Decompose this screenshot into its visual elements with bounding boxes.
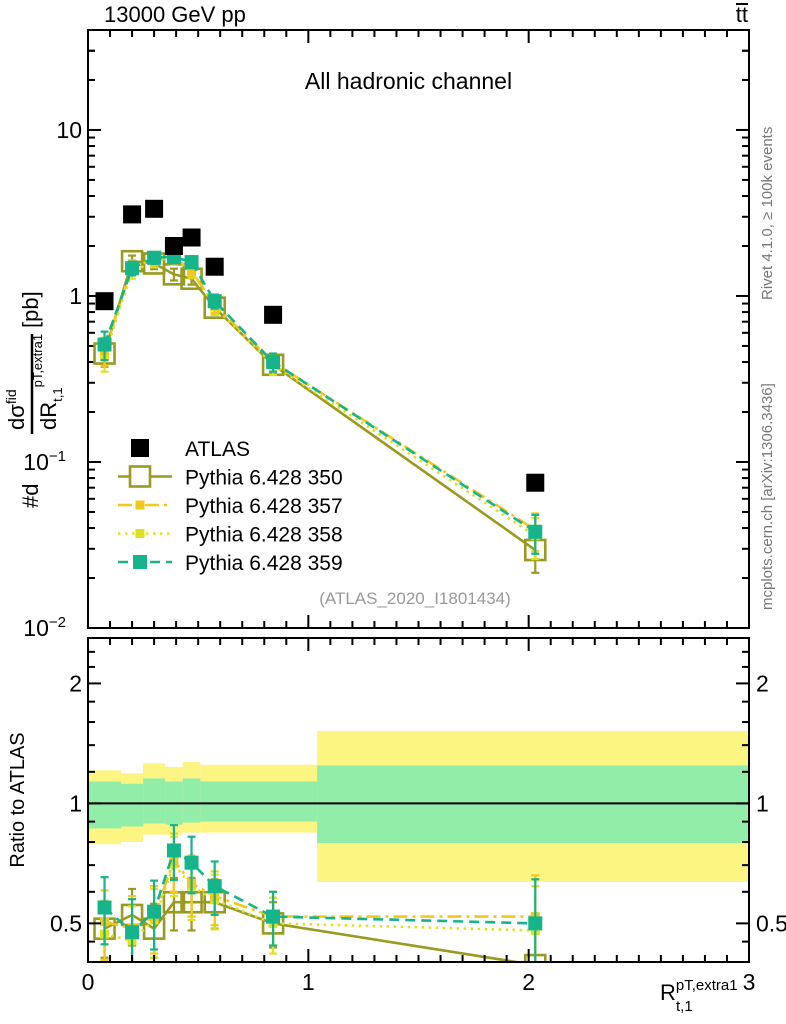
- legend-marker-filled-square: [131, 439, 149, 457]
- side-label-rivet: Rivet 4.1.0, ≥ 100k events: [759, 127, 776, 300]
- legend-label-p357: Pythia 6.428 357: [185, 495, 343, 518]
- ratio-y-tick-label: 0.5: [50, 910, 82, 936]
- x-axis-label-base: RpT,extra1 t,1: [660, 977, 738, 1015]
- main-panel-frame: [87, 29, 750, 629]
- x-axis-label: RpT,extra1 t,1: [660, 977, 738, 1015]
- main-x-ticks: [87, 30, 750, 628]
- series-line: [103, 848, 536, 935]
- band-inner: [143, 778, 166, 824]
- x-tick-labels: 0 1 2 3: [82, 969, 756, 995]
- ratio-y-tick-labels: 2 2 1 1 0.5 0.5: [50, 670, 786, 936]
- side-label-rivet-text: Rivet 4.1.0, ≥ 100k events: [759, 127, 776, 300]
- band-inner: [121, 783, 144, 827]
- series-atlas: [95, 199, 545, 492]
- y-label-numerator: dσfid: [3, 389, 29, 430]
- marker-filled-square: [166, 843, 181, 858]
- ratio-y-axis-label-text: Ratio to ATLAS: [7, 732, 29, 867]
- y-label-unit: [pb]: [18, 291, 43, 328]
- legend-item-atlas[interactable]: ATLAS: [131, 438, 250, 461]
- marker-filled-square: [125, 261, 140, 276]
- marker-filled-square: [184, 855, 199, 870]
- marker-filled-square: [147, 250, 162, 265]
- legend-label-atlas: ATLAS: [185, 438, 250, 461]
- legend-label-p350: Pythia 6.428 350: [185, 467, 343, 490]
- ratio-y-tick-label-right: 0.5: [756, 910, 786, 936]
- marker-atlas: [182, 228, 201, 247]
- main-plot-area: [88, 30, 749, 628]
- legend: ATLAS Pythia 6.428 350 Pythia 6.428 357 Pyt…: [118, 438, 343, 575]
- y-tick-label: 10: [56, 117, 82, 143]
- ratio-x-ticks: [87, 638, 750, 962]
- marker-filled-square: [184, 255, 199, 270]
- legend-marker-small-square: [135, 500, 145, 510]
- marker-atlas: [164, 236, 183, 255]
- marker-filled-square: [97, 900, 112, 915]
- legend-marker-filled-square: [133, 555, 147, 569]
- y-tick-label: 1: [69, 283, 82, 309]
- plot-title: All hadronic channel: [305, 68, 512, 94]
- x-tick-label: 3: [743, 969, 756, 995]
- band-inner: [182, 778, 201, 823]
- marker-filled-square: [125, 925, 140, 940]
- side-label-mcplots: mcplots.cern.ch [arXiv:1306.3436]: [759, 383, 776, 610]
- marker-atlas: [526, 473, 545, 492]
- ratio-y-tick-label-right: 1: [756, 790, 769, 816]
- marker-filled-square: [528, 916, 543, 931]
- marker-filled-square: [266, 909, 281, 924]
- ratio-panel: 2 2 1 1 0.5 0.5 0 1 2 3: [50, 637, 786, 995]
- ratio-panel-frame: [87, 637, 750, 963]
- marker-atlas: [145, 199, 164, 218]
- marker-atlas: [95, 292, 114, 311]
- marker-filled-square: [147, 904, 162, 919]
- y-tick-label: 10−1: [23, 448, 66, 475]
- x-tick-label: 0: [82, 969, 95, 995]
- legend-item-p350[interactable]: Pythia 6.428 350: [118, 465, 343, 490]
- marker-atlas: [264, 305, 283, 324]
- y-label-prefix: #d: [18, 484, 43, 508]
- main-y-ticks: [88, 29, 749, 629]
- watermark-dataset: (ATLAS_2020_I1801434): [319, 589, 511, 608]
- legend-item-p357[interactable]: Pythia 6.428 357: [118, 495, 343, 518]
- ratio-y-tick-label: 1: [69, 790, 82, 816]
- header-left: 13000 GeV pp: [104, 2, 246, 27]
- x-tick-label: 1: [302, 969, 315, 995]
- series-p359: [97, 824, 543, 961]
- band-inner: [229, 781, 318, 822]
- band-inner: [200, 781, 230, 822]
- series-p359: [97, 249, 543, 555]
- legend-label-p358: Pythia 6.428 358: [185, 524, 343, 547]
- marker-atlas: [205, 257, 224, 276]
- ratio-y-tick-label-right: 2: [756, 670, 769, 696]
- legend-marker-open-square: [128, 465, 152, 488]
- series-line: [104, 861, 536, 943]
- x-tick-label: 2: [522, 969, 535, 995]
- header-right: tt: [736, 2, 748, 27]
- marker-filled-square: [207, 879, 222, 894]
- side-label-mcplots-text: mcplots.cern.ch [arXiv:1306.3436]: [759, 383, 776, 610]
- ratio-y-tick-label: 2: [69, 670, 82, 696]
- marker-filled-square: [207, 294, 222, 309]
- legend-label-p359: Pythia 6.428 359: [185, 552, 343, 575]
- y-tick-label: 10−2: [23, 614, 66, 641]
- legend-item-p359[interactable]: Pythia 6.428 359: [118, 552, 343, 575]
- marker-filled-square: [528, 524, 543, 539]
- marker-filled-square: [266, 355, 281, 370]
- legend-item-p358[interactable]: Pythia 6.428 358: [118, 524, 343, 547]
- ratio-y-axis-label: Ratio to ATLAS: [7, 732, 29, 867]
- legend-marker-small-square: [135, 529, 145, 538]
- marker-small-square: [187, 266, 197, 276]
- main-panel: 10 1 10−1 10−2: [23, 29, 750, 641]
- marker-filled-square: [97, 337, 112, 352]
- marker-atlas: [123, 205, 142, 224]
- y-label-denominator: dRt,1pT,extra1: [30, 334, 65, 430]
